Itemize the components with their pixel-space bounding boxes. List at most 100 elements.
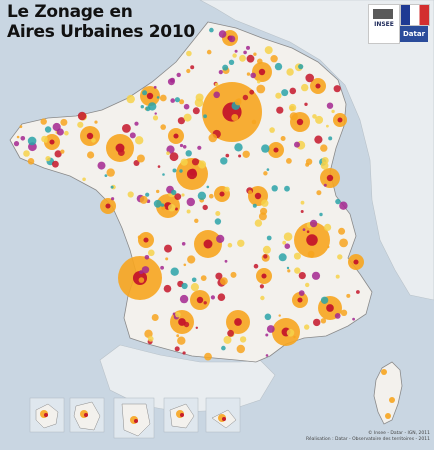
urban-small-152: [352, 317, 355, 321]
urban-small-272: [138, 277, 145, 283]
urban-small-61: [232, 53, 237, 58]
urban-pole-26: [219, 191, 225, 197]
urban-small-191: [183, 263, 187, 267]
neighbor-land-south: [99, 344, 276, 413]
urban-small-84: [214, 218, 222, 225]
urban-small-40: [225, 153, 230, 158]
urban-small-75: [175, 311, 181, 318]
urban-small-222: [160, 265, 165, 270]
urban-small-207: [214, 82, 219, 87]
urban-small-44: [156, 96, 160, 99]
urban-small-162: [266, 325, 275, 333]
corsica: [373, 361, 403, 425]
urban-small-203: [166, 151, 170, 155]
urban-small-157: [313, 318, 321, 327]
urban-small-221: [145, 192, 150, 197]
urban-small-287: [191, 277, 197, 283]
urban-small-293: [304, 324, 310, 330]
urban-small-217: [144, 254, 150, 260]
urban-pole-19: [254, 192, 262, 200]
urban-small-170: [183, 321, 190, 328]
urban-small-257: [258, 212, 267, 221]
urban-small-239: [183, 113, 192, 122]
map-title-line1: Le Zonage en: [7, 2, 133, 22]
urban-small-289: [305, 158, 313, 165]
urban-pole-13: [258, 68, 266, 76]
urban-small-256: [153, 85, 157, 89]
urban-small-198: [339, 201, 348, 210]
urban-pole-27: [261, 273, 267, 279]
urban-small-143: [253, 263, 259, 269]
urban-small-116: [52, 122, 61, 132]
urban-small-56: [27, 136, 37, 146]
urban-small-79: [168, 204, 176, 212]
urban-small-159: [283, 232, 293, 241]
urban-small-104: [257, 80, 261, 84]
urban-small-58: [176, 72, 181, 78]
urban-small-63: [311, 271, 321, 280]
urban-small-267: [208, 133, 218, 143]
urban-small-154: [174, 97, 180, 103]
urban-small-296: [97, 161, 106, 170]
urban-small-16: [87, 151, 95, 159]
urban-small-90: [263, 254, 268, 259]
urban-small-7: [135, 136, 144, 145]
urban-small-210: [301, 83, 309, 92]
urban-small-124: [20, 136, 26, 141]
urban-areas: [13, 27, 395, 424]
urban-small-68: [186, 197, 195, 207]
urban-small-255: [305, 73, 315, 83]
urban-corsica-2: [385, 413, 391, 419]
urban-small-134: [177, 117, 185, 125]
urban-small-34: [204, 352, 212, 361]
urban-small-15: [209, 27, 214, 33]
urban-small-209: [337, 254, 343, 260]
urban-small-155: [324, 223, 332, 231]
urban-small-80: [165, 257, 169, 261]
urban-small-225: [169, 152, 179, 162]
urban-small-275: [215, 211, 221, 216]
urban-small-35: [242, 150, 250, 158]
urban-small-96: [122, 123, 131, 133]
urban-small-72: [174, 193, 182, 201]
urban-pole-25: [337, 117, 343, 123]
urban-small-197: [230, 271, 237, 278]
urban-small-4: [250, 72, 256, 79]
urban-small-156: [179, 294, 189, 304]
urban-small-295: [148, 249, 155, 257]
urban-small-278: [320, 318, 327, 324]
urban-small-169: [300, 210, 304, 213]
urban-small-144: [195, 93, 204, 102]
urban-small-38: [246, 72, 251, 76]
urban-small-59: [213, 91, 220, 99]
urban-small-165: [275, 92, 282, 99]
urban-small-103: [110, 185, 114, 189]
urban-small-204: [142, 90, 148, 96]
urban-small-185: [181, 193, 185, 197]
urban-small-45: [203, 114, 208, 119]
urban-small-57: [302, 228, 306, 232]
urban-small-105: [127, 191, 134, 198]
urban-small-49: [338, 227, 346, 235]
urban-small-91: [327, 245, 330, 249]
urban-small-218: [163, 284, 172, 293]
urban-small-269: [104, 174, 108, 178]
urban-pole-24: [105, 203, 111, 209]
urban-small-160: [16, 135, 20, 139]
urban-small-28: [77, 121, 84, 128]
urban-small-50: [129, 132, 136, 139]
urban-small-6: [170, 98, 175, 103]
urban-small-192: [286, 158, 292, 164]
urban-small-24: [234, 49, 238, 53]
urban-small-26: [170, 267, 179, 276]
urban-small-250: [300, 200, 305, 205]
urban-small-183: [242, 94, 249, 101]
urban-small-178: [190, 65, 195, 70]
urban-small-77: [152, 115, 159, 121]
urban-small-43: [174, 207, 178, 211]
urban-small-30: [197, 160, 207, 169]
insee-mark-icon: [373, 9, 393, 19]
urban-small-99: [298, 272, 306, 280]
